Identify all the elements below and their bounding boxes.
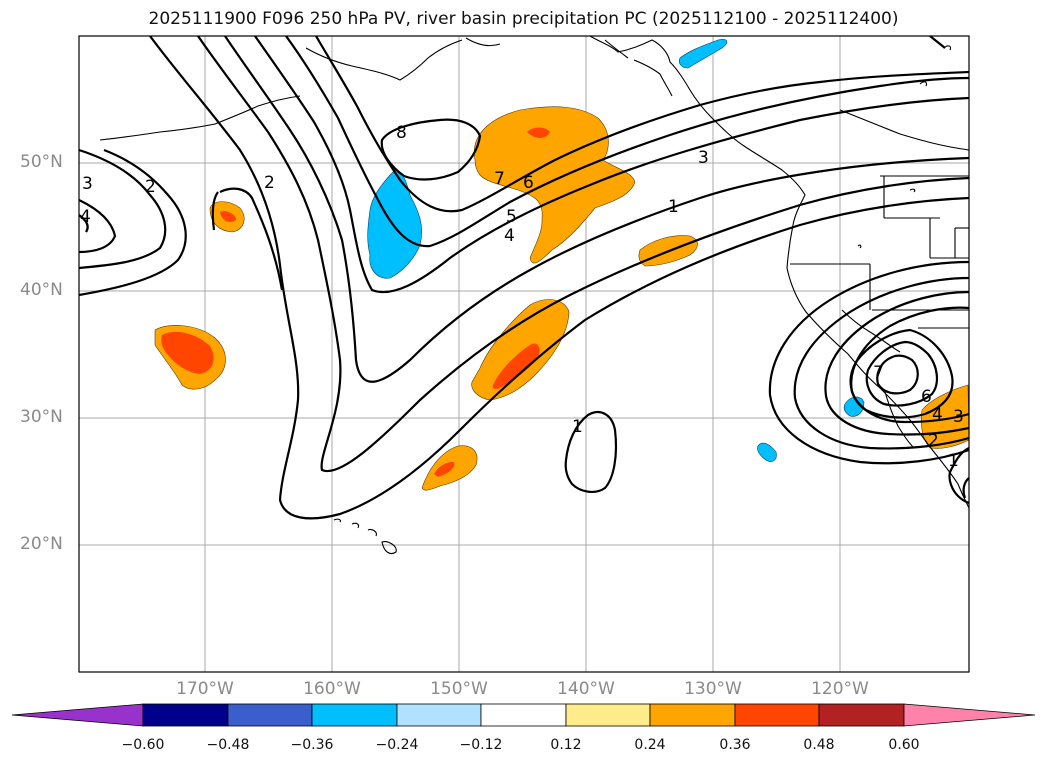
map-frame bbox=[78, 35, 970, 673]
precip-positive-orange bbox=[154, 106, 969, 491]
contour-label: 2 bbox=[928, 431, 939, 451]
colorbar-segment bbox=[818, 703, 905, 727]
contour-label: 6 bbox=[921, 387, 932, 407]
contour-label: 4 bbox=[932, 405, 943, 425]
colorbar-tick-label: −0.36 bbox=[290, 737, 334, 753]
colorbar-tick-label: 0.24 bbox=[634, 737, 666, 753]
contour-label: 5 bbox=[506, 207, 517, 227]
contour-label: 3 bbox=[953, 407, 964, 427]
lon-label: 170°W bbox=[176, 679, 234, 699]
colorbar-segment bbox=[396, 703, 482, 727]
colorbar-tick-label: 0.36 bbox=[719, 737, 751, 753]
lon-label: 150°W bbox=[430, 679, 488, 699]
contour-label: 3 bbox=[698, 148, 709, 168]
colorbar-segment bbox=[142, 703, 229, 727]
lat-label: 30°N bbox=[20, 407, 63, 427]
contour-label: 3 bbox=[82, 174, 93, 194]
lat-label: 20°N bbox=[20, 534, 63, 554]
colorbar bbox=[11, 703, 1036, 727]
colorbar-segment bbox=[565, 703, 651, 727]
precip-negative-blue bbox=[367, 39, 865, 462]
precip-positive-red bbox=[161, 127, 550, 477]
contour-label: 7 bbox=[494, 169, 505, 189]
colorbar-tick-label: 0.48 bbox=[803, 737, 835, 753]
contour-label: 2 bbox=[145, 177, 156, 197]
lat-label: 50°N bbox=[20, 152, 63, 172]
colorbar-tick-label: 0.12 bbox=[550, 737, 582, 753]
colorbar-tick-label: −0.60 bbox=[121, 737, 165, 753]
colorbar-tick-label: −0.24 bbox=[375, 737, 419, 753]
lon-label: 140°W bbox=[557, 679, 615, 699]
colorbar-extend-max bbox=[903, 703, 1036, 727]
colorbar-segment bbox=[734, 703, 820, 727]
lon-label: 160°W bbox=[303, 679, 361, 699]
colorbar-tick-label: −0.48 bbox=[206, 737, 250, 753]
map-title: 2025111900 F096 250 hPa PV, river basin … bbox=[148, 9, 899, 29]
contour-label: 1 bbox=[668, 197, 679, 217]
lon-label: 130°W bbox=[684, 679, 742, 699]
pv-contours bbox=[79, 36, 969, 520]
contour-label: 1 bbox=[948, 451, 959, 471]
colorbar-segment bbox=[311, 703, 398, 727]
pv-contour-labels: 3 2 2 4 8 7 6 5 4 3 1 1 7 6 4 3 2 1 bbox=[80, 123, 964, 471]
contour-label: 4 bbox=[504, 226, 515, 246]
contour-label: 7 bbox=[873, 363, 884, 383]
colorbar-extend-min bbox=[11, 703, 144, 727]
contour-label: 1 bbox=[572, 417, 583, 437]
colorbar-segment bbox=[480, 703, 567, 727]
contour-label: 6 bbox=[523, 173, 534, 193]
lat-label: 40°N bbox=[20, 280, 63, 300]
colorbar-tick-label: 0.60 bbox=[888, 737, 920, 753]
colorbar-segment bbox=[649, 703, 736, 727]
lon-label: 120°W bbox=[811, 679, 869, 699]
colorbar-segment bbox=[227, 703, 313, 727]
contour-label: 2 bbox=[264, 173, 275, 193]
colorbar-tick-label: −0.12 bbox=[459, 737, 503, 753]
contour-label: 8 bbox=[396, 123, 407, 143]
contour-label: 4 bbox=[80, 207, 91, 227]
